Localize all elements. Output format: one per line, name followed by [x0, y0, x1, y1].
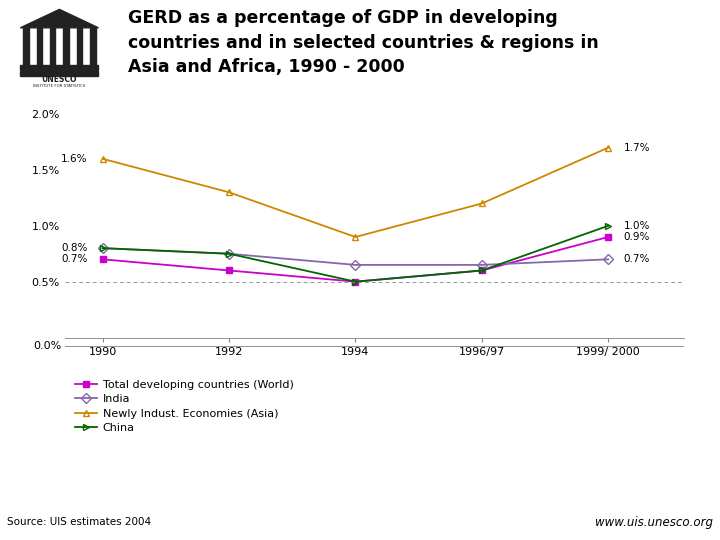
Total developing countries (World)	[351, 279, 360, 285]
Bar	[37, 28, 42, 65]
India	[225, 251, 233, 257]
China	[99, 245, 107, 252]
Text: 0.9%: 0.9%	[624, 232, 649, 242]
Legend: Total developing countries (World), India, Newly Indust. Economies (Asia), China: Total developing countries (World), Indi…	[71, 375, 298, 438]
Newly Indust. Economies (Asia)	[477, 200, 486, 207]
Newly Indust. Economies (Asia)	[225, 189, 233, 195]
Text: 1.0%: 1.0%	[624, 221, 649, 231]
Text: 1.6%: 1.6%	[61, 154, 88, 164]
India	[604, 256, 613, 262]
China	[477, 267, 486, 274]
Text: 1.7%: 1.7%	[624, 143, 650, 153]
Total developing countries (World)	[225, 267, 233, 274]
Text: 0.8%: 0.8%	[61, 243, 88, 253]
Newly Indust. Economies (Asia)	[604, 144, 613, 151]
Total developing countries (World)	[99, 256, 107, 262]
Text: 0.7%: 0.7%	[61, 254, 88, 264]
Bar	[20, 65, 99, 70]
Text: www.uis.unesco.org: www.uis.unesco.org	[595, 516, 713, 529]
China	[225, 251, 233, 257]
India	[351, 262, 360, 268]
Newly Indust. Economies (Asia)	[351, 234, 360, 240]
India	[477, 262, 486, 268]
Text: INSTITUTE FOR STATISTICS: INSTITUTE FOR STATISTICS	[33, 84, 86, 87]
Text: 0.0%: 0.0%	[33, 341, 62, 351]
China	[351, 279, 360, 285]
Text: Source: UIS estimates 2004: Source: UIS estimates 2004	[7, 517, 151, 528]
Polygon shape	[20, 9, 99, 28]
India	[99, 245, 107, 252]
Line: China: China	[99, 222, 612, 285]
Text: UNESCO: UNESCO	[42, 75, 77, 84]
Line: Newly Indust. Economies (Asia): Newly Indust. Economies (Asia)	[99, 144, 612, 240]
Total developing countries (World)	[477, 267, 486, 274]
Bar	[63, 28, 69, 65]
Line: India: India	[99, 245, 612, 268]
Bar	[50, 28, 55, 65]
Bar	[90, 28, 96, 65]
Text: 0.7%: 0.7%	[624, 254, 649, 264]
Line: Total developing countries (World): Total developing countries (World)	[99, 233, 612, 285]
Bar	[77, 28, 82, 65]
China	[604, 222, 613, 229]
Bar	[23, 28, 29, 65]
Newly Indust. Economies (Asia)	[99, 156, 107, 162]
Text: GERD as a percentage of GDP in developing
countries and in selected countries & : GERD as a percentage of GDP in developin…	[128, 10, 599, 76]
Total developing countries (World)	[604, 234, 613, 240]
Bar	[20, 71, 99, 76]
